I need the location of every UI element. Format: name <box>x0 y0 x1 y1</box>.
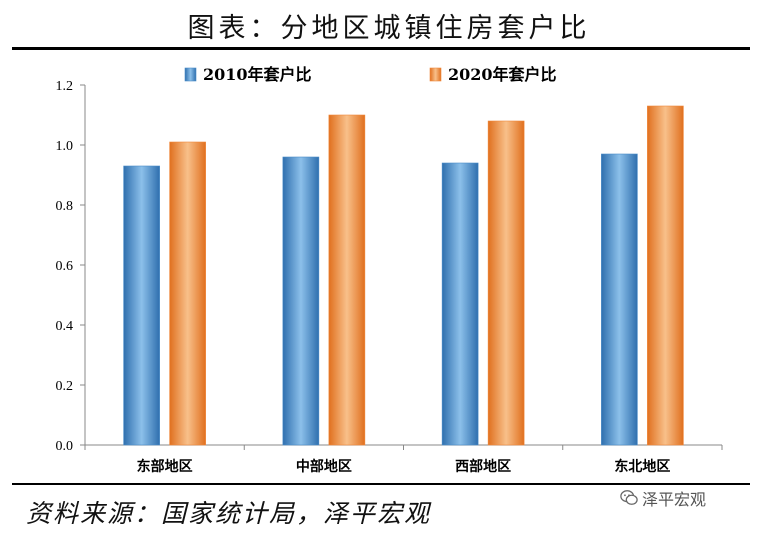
x-category-label: 东北地区 <box>614 458 670 475</box>
labels: 东部地区 中部地区 西部地区 东北地区 <box>137 458 671 475</box>
legend-label-0: 2010年套户比 <box>203 65 312 84</box>
y-tick-label: 1.0 <box>56 139 74 154</box>
legend-swatch-1 <box>429 67 442 82</box>
wechat-icon <box>620 490 638 505</box>
chart-title: 图表：分地区城镇住房套户比 <box>187 13 591 44</box>
x-category-label: 中部地区 <box>296 458 352 475</box>
bars <box>123 105 684 446</box>
bar-2020-3 <box>647 105 684 446</box>
legend-swatch-0 <box>184 67 197 82</box>
top-rule <box>12 47 750 50</box>
y-tick-label: 1.2 <box>56 79 74 94</box>
bar-2010-3 <box>601 153 638 446</box>
y-tick-label: 0.8 <box>56 199 74 214</box>
legend-label-1: 2020年套户比 <box>448 65 557 84</box>
y-tick-label: 0.4 <box>56 319 74 334</box>
x-category-label: 东部地区 <box>137 458 193 475</box>
bar-2010-2 <box>441 162 479 446</box>
bar-2010-0 <box>123 165 160 446</box>
y-tick-label: 0.2 <box>56 379 74 394</box>
bar-2020-1 <box>328 114 366 446</box>
x-category-label: 西部地区 <box>455 458 511 475</box>
y-tick-label: 0.0 <box>56 439 74 454</box>
source-note: 资料来源：国家统计局，泽平宏观 <box>26 499 432 528</box>
bottom-rule <box>12 483 750 485</box>
legend: 2010年套户比 2020年套户比 <box>184 65 557 84</box>
bar-2020-2 <box>487 120 525 446</box>
bar-2010-1 <box>282 156 320 446</box>
bar-chart: 2010年套户比 2020年套户比 0.0 0.2 0.4 0.6 0.8 1.0 1.2 东… <box>56 65 723 475</box>
watermark: 泽平宏观 <box>620 486 706 510</box>
y-tick-label: 0.6 <box>56 259 74 274</box>
watermark-text: 泽平宏观 <box>642 490 707 509</box>
bar-2020-0 <box>169 141 206 446</box>
